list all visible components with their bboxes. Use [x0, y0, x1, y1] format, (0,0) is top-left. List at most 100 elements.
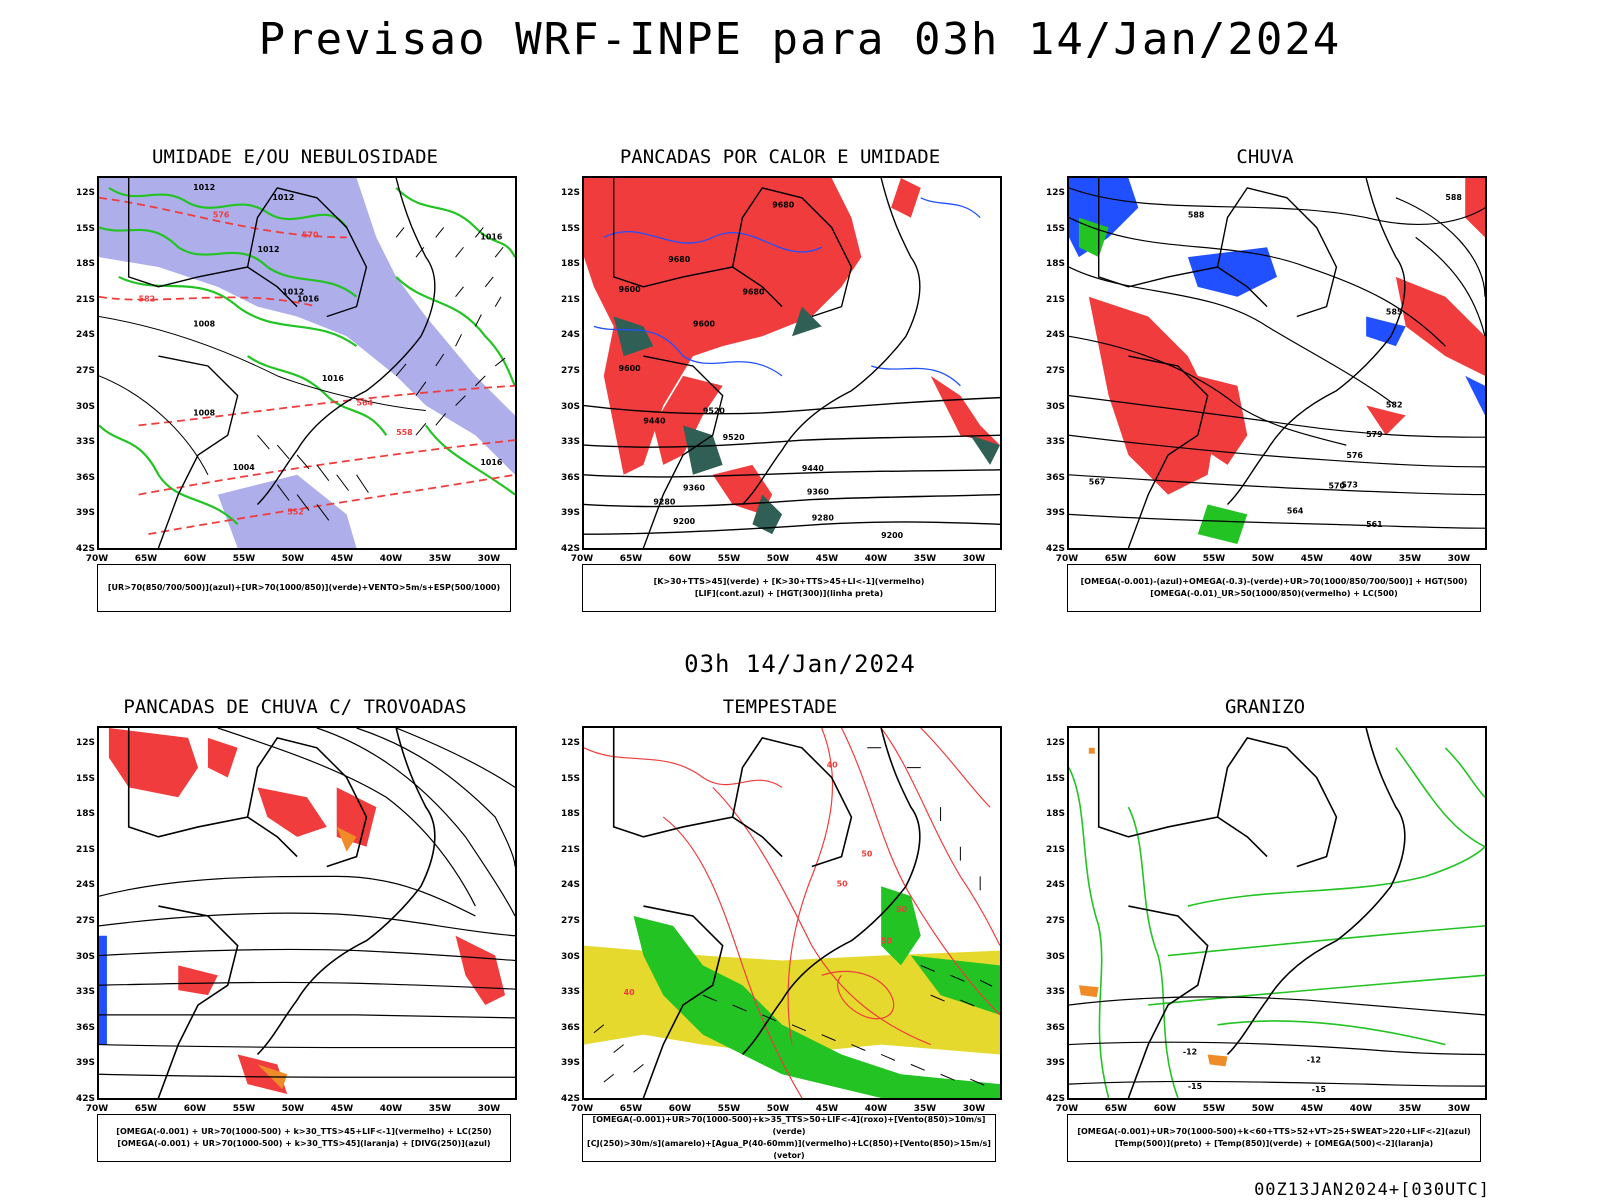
- contour-value-label: 50: [881, 937, 893, 946]
- contour-value-label: 9280: [812, 513, 835, 522]
- contour-value-label: 561: [1366, 520, 1383, 529]
- panel-granizo: GRANIZO: [1045, 696, 1487, 1196]
- lon-tick-label: 70W: [570, 1104, 594, 1114]
- rain-red: [1088, 178, 1485, 495]
- lat-tick-label: 33S: [75, 437, 95, 448]
- lat-tick-label: 18S: [1045, 809, 1065, 820]
- lon-tick-label: 70W: [570, 554, 594, 564]
- panel-title: PANCADAS POR CALOR E UMIDADE: [619, 146, 941, 168]
- temp850-green: [1069, 747, 1485, 1098]
- lon-tick-label: 40W: [379, 554, 403, 564]
- contour-value-label: 9520: [703, 406, 726, 415]
- legend-tempestade: [OMEGA(-0.001)+UR>70(1000-500)+k>35_TTS>…: [582, 1114, 996, 1162]
- lon-tick-label: 30W: [962, 1104, 986, 1114]
- legend-line: [OMEGA(-0.01)_UR>50(1000/850)(vermelho) …: [1150, 589, 1398, 598]
- storm-red: [108, 728, 506, 1095]
- lat-tick-label: 21S: [560, 294, 580, 305]
- contour-value-label: 9520: [723, 433, 746, 442]
- coastline: [1098, 178, 1406, 548]
- lat-tick-label: 27S: [75, 916, 95, 926]
- lat-tick-label: 33S: [75, 987, 95, 998]
- lat-tick-label: 15S: [75, 773, 95, 784]
- lon-tick-label: 35W: [1398, 1104, 1422, 1114]
- lat-tick-label: 36S: [560, 1022, 580, 1033]
- contour-value-label: 1016: [297, 295, 320, 304]
- lat-tick-label: 15S: [560, 773, 580, 784]
- lon-tick-label: 30W: [1447, 1104, 1471, 1114]
- lon-tick-label: 55W: [232, 554, 256, 564]
- legend-line: [Temp(500)](preto) + [Temp(850)](verde) …: [1114, 1139, 1434, 1148]
- lat-tick-label: 33S: [560, 987, 580, 998]
- legend-line: [OMEGA(-0.001)+UR>70(1000-500)+k<60+TTS>…: [1077, 1127, 1471, 1136]
- streamlines: [99, 728, 515, 1078]
- contour-value-label: 1004: [233, 463, 256, 472]
- map-canvas: 9680 9680 9600 9680 9600 9600 9520 9520 9440 9440…: [584, 178, 1000, 548]
- lat-tick-label: 12S: [1045, 738, 1065, 748]
- lon-tick-label: 65W: [134, 1104, 158, 1114]
- storm-orange: [257, 826, 357, 1090]
- contour-value-label: 582: [1386, 401, 1403, 410]
- lon-tick-label: 45W: [1300, 1104, 1324, 1114]
- lat-tick-label: 39S: [1045, 1058, 1065, 1069]
- lat-tick-label: 27S: [75, 366, 95, 376]
- lon-tick-label: 45W: [815, 554, 839, 564]
- panel-tempestade: TEMPESTADE: [560, 696, 1002, 1196]
- hgt300-contours: [584, 396, 1000, 535]
- lat-tick-label: 21S: [75, 844, 95, 855]
- legend-line: [UR>70(850/700/500)](azul)+[UR>70(1000/8…: [107, 583, 501, 592]
- lon-tick-label: 60W: [1153, 554, 1177, 564]
- lon-tick-label: 55W: [717, 1104, 741, 1114]
- lon-tick-label: 65W: [1104, 1104, 1128, 1114]
- lon-tick-label: 65W: [134, 554, 158, 564]
- map-canvas: 1012101210121016101610081012101610081004…: [99, 178, 515, 548]
- rain-green: [1078, 217, 1248, 545]
- lon-tick-label: 60W: [183, 554, 207, 564]
- lon-tick-label: 70W: [85, 1104, 109, 1114]
- contour-value-label: 588: [1188, 211, 1205, 220]
- lon-tick-label: 55W: [1202, 554, 1226, 564]
- lat-tick-label: 24S: [75, 330, 95, 341]
- lon-tick-label: 35W: [428, 554, 452, 564]
- legend-chuva: [OMEGA(-0.001)-(azul)+OMEGA(-0.3)-(verde…: [1067, 564, 1481, 612]
- contour-value-label: 50: [837, 879, 849, 888]
- contour-value-label: 585: [1386, 308, 1403, 317]
- contour-value-label: 9280: [653, 497, 676, 506]
- wind-green: [633, 886, 1000, 1098]
- lat-tick-label: 21S: [75, 294, 95, 305]
- omega-orange: [1078, 747, 1228, 1067]
- lon-tick-label: 45W: [1300, 554, 1324, 564]
- panel-pancadas-trovoadas: PANCADAS DE CHUVA C/ TROVOADAS: [75, 696, 517, 1196]
- panel-chuva: CHUVA: [1045, 146, 1487, 646]
- contour-value-label: 9200: [673, 517, 696, 526]
- lat-tick-label: 27S: [560, 916, 580, 926]
- panel-title: TEMPESTADE: [722, 696, 838, 718]
- lon-tick-label: 40W: [1349, 554, 1373, 564]
- map-canvas: -12 -12 -15 -15: [1069, 728, 1485, 1098]
- panel-title: CHUVA: [1236, 146, 1294, 168]
- contour-value-label: 9600: [693, 319, 716, 328]
- wind-arrows: [257, 227, 506, 521]
- contour-value-label: 9600: [619, 285, 642, 294]
- contour-value-label: 1016: [480, 458, 503, 467]
- lat-tick-label: 12S: [75, 188, 95, 198]
- contour-value-label: 9680: [772, 201, 795, 210]
- lon-tick-label: 60W: [668, 554, 692, 564]
- lon-tick-label: 70W: [1055, 1104, 1079, 1114]
- lat-tick-label: 36S: [75, 472, 95, 483]
- legend-umidade: [UR>70(850/700/500)](azul)+[UR>70(1000/8…: [97, 564, 511, 612]
- lat-tick-label: 39S: [1045, 508, 1065, 519]
- map-pancadas-trovoadas: [97, 726, 517, 1100]
- lon-tick-label: 50W: [1251, 554, 1275, 564]
- lon-tick-label: 40W: [1349, 1104, 1373, 1114]
- map-canvas: 40 50 50 50 40 50: [584, 728, 1000, 1098]
- lat-tick-label: 30S: [1045, 401, 1065, 412]
- contour-value-label: 9440: [643, 416, 666, 425]
- legend-granizo: [OMEGA(-0.001)+UR>70(1000-500)+k<60+TTS>…: [1067, 1114, 1481, 1162]
- contour-value-label: 570: [1329, 482, 1346, 491]
- lat-tick-label: 27S: [1045, 366, 1065, 376]
- contour-value-label: 50: [896, 905, 908, 914]
- lon-tick-label: 45W: [330, 554, 354, 564]
- legend-pancadas-trovoadas: [OMEGA(-0.001) + UR>70(1000-500) + k>30_…: [97, 1114, 511, 1162]
- lon-tick-label: 40W: [379, 1104, 403, 1114]
- lon-tick-label: 50W: [1251, 1104, 1275, 1114]
